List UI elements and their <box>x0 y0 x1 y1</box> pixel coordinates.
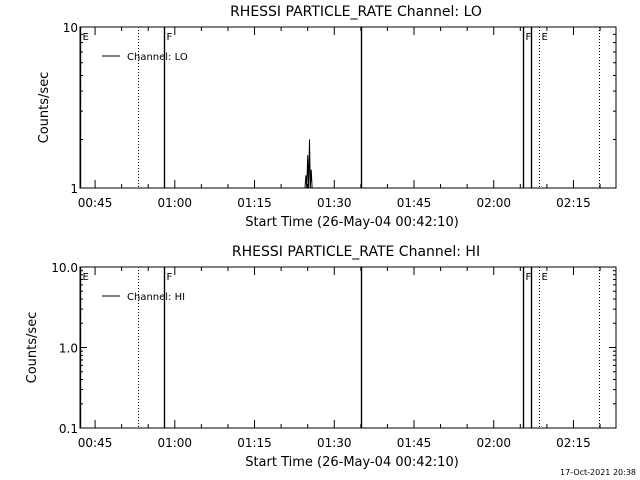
y-tick-label: 10.0 <box>51 261 78 275</box>
x-tick-label: 01:15 <box>237 196 272 210</box>
series-line-1 <box>304 139 313 189</box>
y-tick-label: 10 <box>63 21 78 35</box>
x-tick-label: 01:30 <box>317 196 352 210</box>
x-tick-label: 01:45 <box>397 196 432 210</box>
chart-panel-1: RHESSI PARTICLE_RATE Channel: LO 1 10 00:45… <box>37 4 617 230</box>
chart-title: RHESSI PARTICLE_RATE Channel: HI <box>232 244 480 260</box>
event-marker-label: F <box>526 272 532 283</box>
x-tick-label: 00:45 <box>78 196 113 210</box>
event-marker-label: E <box>83 32 89 43</box>
chart-title: RHESSI PARTICLE_RATE Channel: LO <box>230 4 482 20</box>
x-tick-label: 01:45 <box>397 436 432 450</box>
x-axis-label: Start Time (26-May-04 00:42:10) <box>245 455 459 470</box>
footer-timestamp: 17-Oct-2021 20:38 <box>560 468 636 477</box>
x-tick-label: 02:15 <box>556 436 591 450</box>
x-tick-label: 02:15 <box>556 196 591 210</box>
event-marker-label: F <box>167 272 173 283</box>
x-axis-label: Start Time (26-May-04 00:42:10) <box>245 215 459 230</box>
x-tick-label: 02:00 <box>476 196 511 210</box>
event-marker-label: F <box>526 32 532 43</box>
event-marker-label: E <box>542 272 548 283</box>
legend-label: Channel: HI <box>127 292 185 303</box>
x-tick-label: 00:45 <box>78 436 113 450</box>
event-marker-label: E <box>542 32 548 43</box>
y-tick-label: 0.1 <box>59 422 78 436</box>
chart-panel-2: RHESSI PARTICLE_RATE Channel: HI 0.1 1.0 10… <box>25 244 617 470</box>
y-tick-label: 1 <box>70 182 78 196</box>
event-marker-label: F <box>167 32 173 43</box>
x-tick-label: 01:30 <box>317 436 352 450</box>
event-marker-label: E <box>83 272 89 283</box>
y-axis-label: Counts/sec <box>25 312 40 384</box>
legend-label: Channel: LO <box>127 52 188 63</box>
y-tick-label: 1.0 <box>59 342 78 356</box>
x-tick-label: 01:15 <box>237 436 272 450</box>
x-tick-label: 01:00 <box>157 196 192 210</box>
x-tick-label: 02:00 <box>476 436 511 450</box>
y-axis-label: Counts/sec <box>37 72 52 144</box>
x-tick-label: 01:00 <box>157 436 192 450</box>
